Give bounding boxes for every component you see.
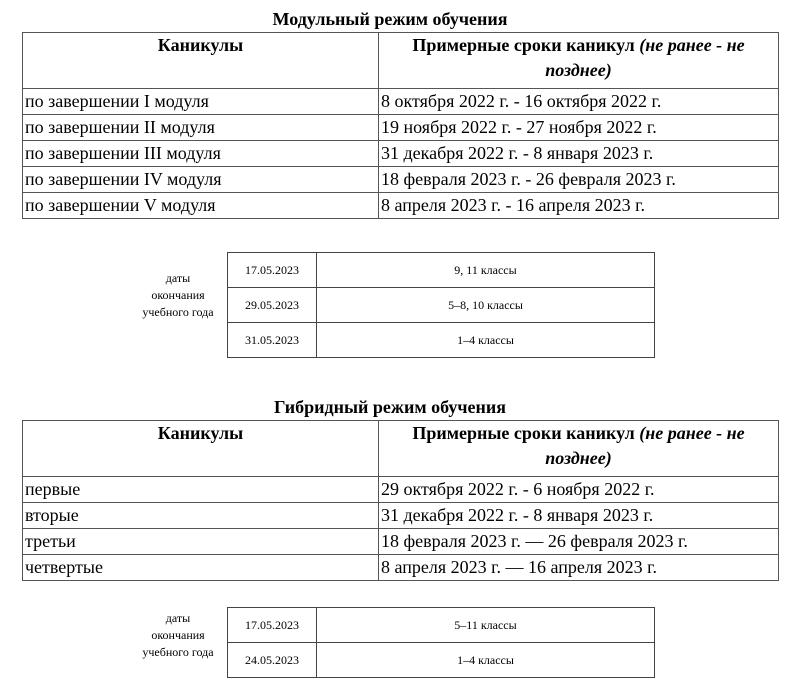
cell-classes: 1–4 классы xyxy=(316,642,655,678)
cell-dates: 18 февраля 2023 г. — 26 февраля 2023 г. xyxy=(378,528,779,555)
hybrid-title: Гибридный режим обучения xyxy=(273,397,507,417)
col-header-holidays: Каникулы xyxy=(22,420,379,477)
cell-date: 24.05.2023 xyxy=(227,642,317,678)
modular-title: Модульный режим обучения xyxy=(272,9,508,29)
table-row: по завершении IV модуля 18 февраля 2023 г… xyxy=(22,166,779,193)
cell-date: 17.05.2023 xyxy=(227,607,317,643)
modular-end-dates-table: 17.05.2023 9, 11 классы 29.05.2023 5–8, 10… xyxy=(227,252,655,358)
cell-name: по завершении I модуля xyxy=(22,88,379,115)
cell-date: 29.05.2023 xyxy=(227,287,317,323)
cell-date: 31.05.2023 xyxy=(227,322,317,358)
cell-name: по завершении III модуля xyxy=(22,140,379,167)
cell-classes: 1–4 классы xyxy=(316,322,655,358)
cell-name: по завершении II модуля xyxy=(22,114,379,141)
cell-dates: 18 февраля 2023 г. - 26 февраля 2023 г. xyxy=(378,166,779,193)
cell-name: по завершении IV модуля xyxy=(22,166,379,193)
cell-classes: 5–11 классы xyxy=(316,607,655,643)
table-row: 24.05.2023 1–4 классы xyxy=(227,642,655,678)
col-header-holidays: Каникулы xyxy=(22,32,379,89)
cell-dates: 8 апреля 2023 г. - 16 апреля 2023 г. xyxy=(378,192,779,219)
end-dates-label: даты окончания учебного года xyxy=(142,611,214,659)
table-row: четвертые 8 апреля 2023 г. — 16 апреля 20… xyxy=(22,554,779,581)
cell-date: 17.05.2023 xyxy=(227,252,317,288)
cell-name: по завершении V модуля xyxy=(22,192,379,219)
cell-dates: 8 октября 2022 г. - 16 октября 2022 г. xyxy=(378,88,779,115)
table-row: по завершении V модуля 8 апреля 2023 г. -… xyxy=(22,192,779,219)
cell-dates: 29 октября 2022 г. - 6 ноября 2022 г. xyxy=(378,476,779,503)
hybrid-holidays-table: Каникулы Примерные сроки каникул (не ран… xyxy=(22,420,779,581)
table-row: 29.05.2023 5–8, 10 классы xyxy=(227,287,655,323)
cell-dates: 31 декабря 2022 г. - 8 января 2023 г. xyxy=(378,140,779,167)
table-row: по завершении I модуля 8 октября 2022 г. … xyxy=(22,88,779,115)
cell-classes: 5–8, 10 классы xyxy=(316,287,655,323)
cell-name: вторые xyxy=(22,502,379,529)
table-row: по завершении II модуля 19 ноября 2022 г.… xyxy=(22,114,779,141)
hybrid-end-dates-table: 17.05.2023 5–11 классы 24.05.2023 1–4 клас… xyxy=(227,607,655,678)
cell-dates: 19 ноября 2022 г. - 27 ноября 2022 г. xyxy=(378,114,779,141)
modular-holidays-table: Каникулы Примерные сроки каникул (не ран… xyxy=(22,32,779,219)
table-row: вторые 31 декабря 2022 г. - 8 января 2023… xyxy=(22,502,779,529)
cell-classes: 9, 11 классы xyxy=(316,252,655,288)
col-header-dates: Примерные сроки каникул (не ранее - не п… xyxy=(378,32,779,89)
cell-dates: 8 апреля 2023 г. — 16 апреля 2023 г. xyxy=(378,554,779,581)
table-row: 31.05.2023 1–4 классы xyxy=(227,322,655,358)
table-row: первые 29 октября 2022 г. - 6 ноября 2022… xyxy=(22,476,779,503)
cell-name: четвертые xyxy=(22,554,379,581)
cell-name: первые xyxy=(22,476,379,503)
table-row: 17.05.2023 9, 11 классы xyxy=(227,252,655,288)
table-row: по завершении III модуля 31 декабря 2022 … xyxy=(22,140,779,167)
table-row: 17.05.2023 5–11 классы xyxy=(227,607,655,643)
table-row: третьи 18 февраля 2023 г. — 26 февраля 20… xyxy=(22,528,779,555)
cell-dates: 31 декабря 2022 г. - 8 января 2023 г. xyxy=(378,502,779,529)
col-header-dates: Примерные сроки каникул (не ранее - не п… xyxy=(378,420,779,477)
end-dates-label: даты окончания учебного года xyxy=(142,271,214,319)
cell-name: третьи xyxy=(22,528,379,555)
